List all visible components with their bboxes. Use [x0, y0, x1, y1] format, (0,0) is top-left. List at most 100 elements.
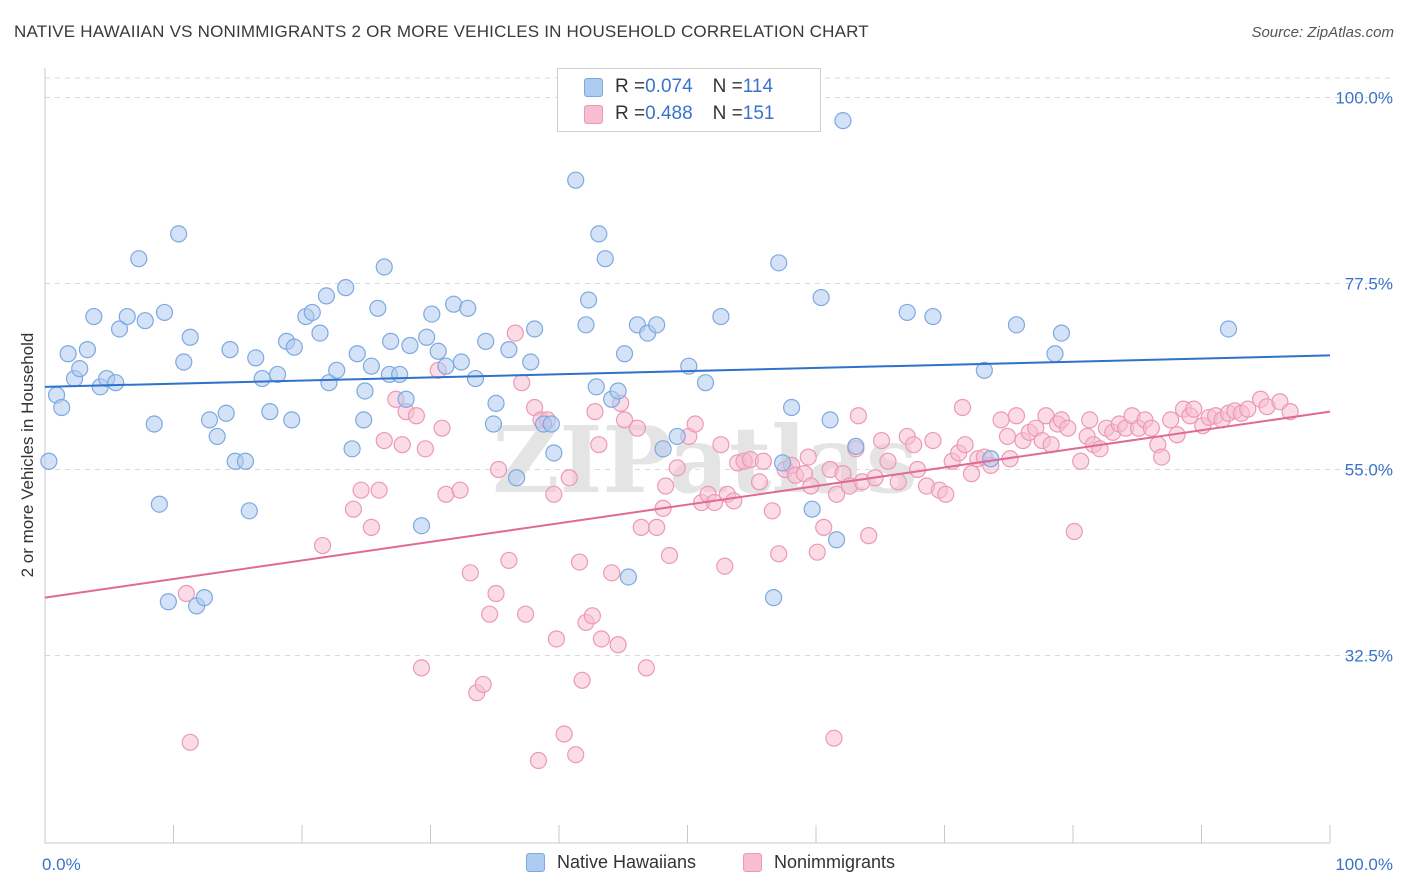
blue-swatch-icon	[584, 77, 603, 97]
nonimmigrant-point	[825, 729, 843, 747]
native-hawaiian-point	[545, 444, 563, 462]
nonimmigrant-point	[1059, 419, 1077, 437]
native-hawaiian-point	[145, 415, 163, 433]
nonimmigrant-point	[686, 415, 704, 433]
native-hawaiian-point	[1219, 320, 1238, 338]
nonimmigrant-point	[632, 518, 650, 536]
native-hawaiian-point	[423, 305, 441, 323]
native-hawaiian-point	[40, 452, 58, 470]
native-hawaiian-point	[827, 531, 846, 549]
native-hawaiian-point	[696, 374, 715, 392]
nonimmigrant-point	[177, 584, 195, 603]
nonimmigrant-point	[849, 407, 868, 425]
native-hawaiian-point	[221, 341, 239, 359]
native-hawaiian-point	[466, 369, 485, 388]
pink-swatch-icon	[743, 853, 762, 872]
nonimmigrant-point	[1081, 411, 1099, 429]
native-hawaiian-point	[1007, 316, 1026, 334]
nonimmigrant-point	[362, 518, 380, 536]
native-hawaiian-point	[437, 357, 455, 375]
native-hawaiian-point	[619, 568, 637, 586]
native-hawaiian-point	[159, 593, 177, 611]
nonimmigrant-point	[513, 374, 531, 392]
native-hawaiian-point	[596, 250, 614, 268]
nonimmigrant-point	[872, 431, 891, 450]
native-hawaiian-point	[317, 287, 336, 305]
native-hawaiian-point	[429, 342, 447, 360]
nonimmigrant-point	[1007, 407, 1026, 425]
native-hawaiian-point	[208, 427, 226, 446]
nonimmigrant-point	[1162, 411, 1180, 429]
native-hawaiian-point	[170, 225, 188, 243]
legend-n-value: 114	[742, 76, 774, 97]
native-hawaiian-point	[240, 502, 258, 520]
native-hawaiian-point	[369, 299, 387, 317]
nonimmigrant-point	[889, 473, 907, 491]
nonimmigrant-point	[1142, 419, 1160, 437]
legend-r-label: R =	[615, 76, 646, 97]
nonimmigrant-point	[375, 431, 393, 450]
correlation-legend: R = 0.074 N = 114 R = 0.488 N = 151	[557, 68, 821, 132]
nonimmigrant-point	[725, 492, 743, 510]
nonimmigrant-point	[799, 448, 817, 466]
native-hawaiian-point	[770, 254, 788, 272]
native-hawaiian-point	[487, 394, 505, 412]
y-tick-label: 100.0%	[1335, 89, 1393, 108]
native-hawaiian-point	[418, 328, 436, 346]
native-hawaiian-point	[773, 454, 792, 472]
legend-r-value: 0.074	[645, 76, 693, 97]
nonimmigrant-point	[754, 452, 772, 470]
native-hawaiian-point	[525, 320, 544, 338]
nonimmigrant-point	[603, 564, 621, 582]
native-hawaiian-point	[200, 411, 219, 429]
bottom-legend-native-hawaiians: Native Hawaiians	[526, 852, 696, 873]
native-hawaiian-point	[1046, 345, 1064, 363]
nonimmigrant-point	[1281, 403, 1299, 421]
native-hawaiian-point	[924, 307, 942, 326]
nonimmigrant-point	[998, 427, 1017, 446]
native-hawaiian-point	[107, 374, 125, 392]
native-hawaiian-point	[401, 336, 419, 355]
native-hawaiian-point	[253, 369, 271, 388]
native-hawaiian-point	[484, 415, 503, 433]
nonimmigrant-point	[412, 659, 431, 677]
nonimmigrant-point	[437, 485, 455, 503]
native-hawaiian-point	[59, 345, 77, 363]
nonimmigrant-point	[660, 546, 679, 565]
native-hawaiian-point	[477, 332, 495, 350]
native-hawaiian-point	[110, 320, 129, 338]
nonimmigrant-point	[648, 518, 666, 536]
native-hawaiian-point	[712, 307, 730, 326]
nonimmigrant-point	[924, 431, 942, 450]
nonimmigrant-point	[1271, 393, 1289, 411]
nonimmigrant-point	[586, 403, 604, 421]
native-hawaiian-point	[834, 112, 852, 130]
native-hawaiian-point	[615, 345, 634, 363]
nonimmigrant-point	[560, 469, 578, 487]
nonimmigrant-point	[487, 584, 505, 603]
native-hawaiian-point	[522, 353, 540, 371]
native-hawaiian-point	[130, 250, 148, 268]
chart-title: NATIVE HAWAIIAN VS NONIMMIGRANTS 2 OR MO…	[14, 22, 869, 41]
native-hawaiian-point	[975, 361, 993, 379]
nonimmigrant-point	[583, 607, 602, 625]
nonimmigrant-point	[370, 481, 388, 499]
nonimmigrant-point	[547, 630, 566, 648]
bottom-legend-label: Nonimmigrants	[774, 852, 896, 872]
native-hawaiian-point	[261, 403, 279, 421]
nonimmigrant-point	[529, 751, 548, 770]
native-hawaiian-point	[247, 349, 265, 367]
nonimmigrant-point	[490, 460, 508, 479]
nonimmigrant-point	[461, 564, 479, 582]
legend-n-label: N =	[712, 103, 743, 124]
native-hawaiian-point	[78, 341, 97, 359]
nonimmigrant-point	[1185, 400, 1203, 418]
nonimmigrant-point	[1072, 452, 1090, 470]
native-hawaiian-point	[382, 332, 400, 350]
native-hawaiian-point	[397, 390, 415, 408]
nonimmigrant-point	[407, 407, 425, 425]
native-hawaiian-point	[812, 288, 830, 307]
native-hawaiian-point	[500, 341, 518, 359]
native-hawaiian-point	[356, 382, 374, 400]
native-hawaiian-point	[579, 291, 598, 309]
